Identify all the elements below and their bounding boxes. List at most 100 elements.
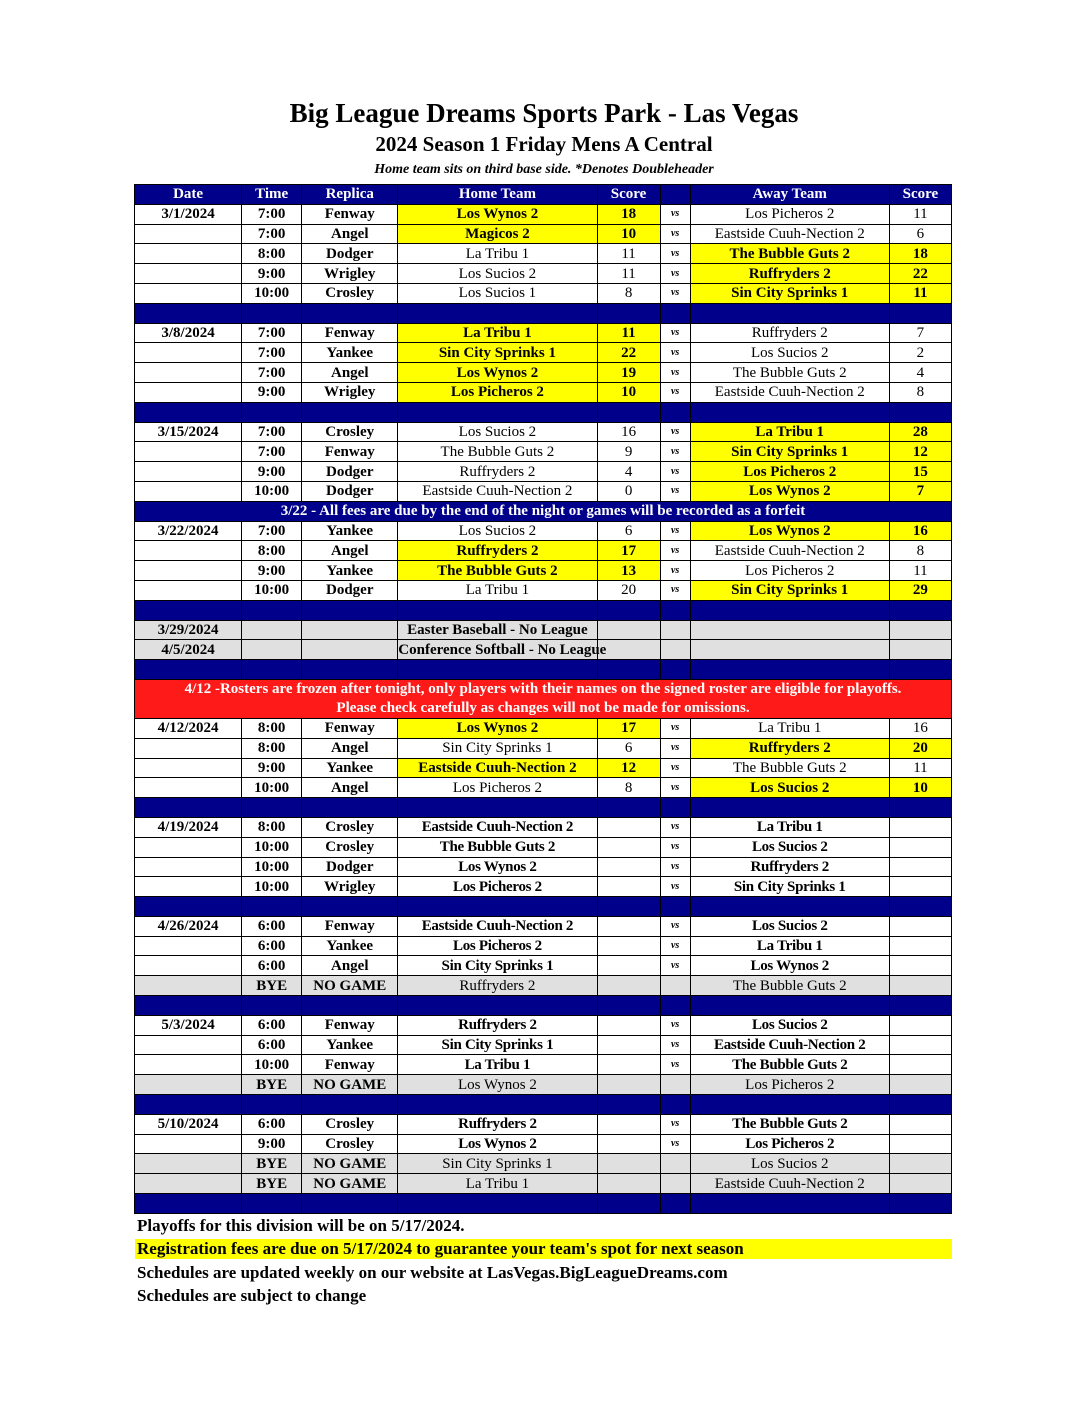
home-team-cell: The Bubble Guts 2 <box>397 441 598 463</box>
away-score-cell <box>888 1173 953 1195</box>
separator-cell <box>659 1094 691 1115</box>
replica-cell: NO GAME <box>301 1153 399 1175</box>
vs-label: vs <box>659 757 691 779</box>
footer-website: Schedules are updated weekly on our webs… <box>137 1263 728 1282</box>
time-cell: 6:00 <box>241 1113 303 1135</box>
home-score-cell <box>596 836 661 858</box>
away-score-cell: 7 <box>888 322 953 344</box>
date-cell: 3/1/2024 <box>133 203 243 225</box>
week-separator <box>133 995 953 1016</box>
home-score-cell <box>596 915 661 937</box>
date-cell <box>133 1133 243 1155</box>
date-cell: 4/12/2024 <box>133 717 243 739</box>
page-subtitle: 2024 Season 1 Friday Mens A Central <box>375 132 713 156</box>
time-cell: 7:00 <box>241 322 303 344</box>
home-team-cell: Eastside Cuuh-Nection 2 <box>397 480 598 502</box>
away-team-cell: Los Picheros 2 <box>689 1133 890 1155</box>
replica-cell: Fenway <box>301 1014 399 1036</box>
game-row: 4/19/2024 8:00 Crosley Eastside Cuuh-Nectio… <box>133 816 953 838</box>
home-team-cell: Eastside Cuuh-Nection 2 <box>397 757 598 779</box>
separator-cell <box>241 797 303 818</box>
footer-playoffs: Playoffs for this division will be on 5/… <box>137 1216 465 1235</box>
away-score-cell: 20 <box>888 737 953 759</box>
vs-label: vs <box>659 223 691 245</box>
footer-registration: Registration fees are due on 5/17/2024 t… <box>135 1239 952 1259</box>
home-team-cell: Los Wynos 2 <box>397 1133 598 1155</box>
separator-cell <box>596 1193 661 1214</box>
separator-cell <box>888 1094 953 1115</box>
home-score-cell <box>596 619 661 641</box>
home-team-cell: Sin City Sprinks 1 <box>397 737 598 759</box>
time-cell: 6:00 <box>241 935 303 957</box>
home-team-cell: Los Wynos 2 <box>397 717 598 739</box>
week-separator <box>133 896 953 917</box>
date-cell <box>133 1074 243 1096</box>
separator-cell <box>659 599 691 621</box>
time-cell: BYE <box>241 975 303 997</box>
vs-label: vs <box>659 560 691 581</box>
replica-cell: Dodger <box>301 461 399 482</box>
bye-home-team: Los Wynos 2 <box>397 1074 598 1096</box>
vs-label: vs <box>659 282 691 304</box>
away-team-cell: Los Sucios 2 <box>689 342 890 364</box>
time-cell: 6:00 <box>241 1034 303 1056</box>
vs-label: vs <box>659 381 691 403</box>
away-team-cell: The Bubble Guts 2 <box>689 362 890 383</box>
date-cell <box>133 1153 243 1175</box>
separator-cell <box>133 1193 243 1214</box>
time-cell: 7:00 <box>241 362 303 383</box>
away-score-cell: 8 <box>888 540 953 562</box>
bye-home-team: Ruffryders 2 <box>397 975 598 997</box>
away-team-cell: Eastside Cuuh-Nection 2 <box>689 540 890 562</box>
page-title: Big League Dreams Sports Park - Las Vega… <box>289 98 799 128</box>
home-score-cell: 11 <box>596 243 661 265</box>
vs-label: vs <box>659 263 691 284</box>
separator-cell <box>397 302 598 324</box>
home-team-cell: Ruffryders 2 <box>397 1014 598 1036</box>
home-team-cell: Magicos 2 <box>397 223 598 245</box>
time-cell: 9:00 <box>241 263 303 284</box>
separator-cell <box>689 302 890 324</box>
schedule-note: Home team sits on third base side. *Deno… <box>374 162 714 177</box>
home-score-cell: 10 <box>596 223 661 245</box>
vs-label: vs <box>659 717 691 739</box>
replica-cell: Yankee <box>301 342 399 364</box>
time-cell: BYE <box>241 1173 303 1195</box>
date-cell <box>133 540 243 562</box>
header-away-score: Score <box>888 184 953 205</box>
bye-away-team: Los Sucios 2 <box>689 1153 890 1175</box>
separator-cell <box>301 995 399 1016</box>
away-team-cell: Sin City Sprinks 1 <box>689 441 890 463</box>
replica-cell: Angel <box>301 737 399 759</box>
away-score-cell: 16 <box>888 717 953 739</box>
separator-cell <box>301 1094 399 1115</box>
home-team-cell: Ruffryders 2 <box>397 461 598 482</box>
week-separator <box>133 797 953 818</box>
date-cell: 4/19/2024 <box>133 816 243 838</box>
home-team-cell: Los Picheros 2 <box>397 876 598 898</box>
away-team-cell: The Bubble Guts 2 <box>689 243 890 265</box>
week-separator <box>133 302 953 324</box>
header-vs <box>659 184 691 205</box>
separator-cell <box>659 659 691 680</box>
separator-cell <box>888 302 953 324</box>
home-score-cell: 6 <box>596 520 661 542</box>
replica-cell: Yankee <box>301 560 399 581</box>
home-score-cell: 17 <box>596 540 661 562</box>
time-cell: 7:00 <box>241 421 303 443</box>
bye-home-team: La Tribu 1 <box>397 1173 598 1195</box>
vs-label: vs <box>659 737 691 759</box>
date-cell <box>133 737 243 759</box>
date-cell <box>133 836 243 858</box>
replica-cell <box>301 619 399 641</box>
vs-cell <box>659 639 691 661</box>
separator-cell <box>133 995 243 1016</box>
replica-cell: Yankee <box>301 935 399 957</box>
time-cell: 7:00 <box>241 342 303 364</box>
away-score-cell: 11 <box>888 560 953 581</box>
date-cell <box>133 777 243 799</box>
away-team-cell: The Bubble Guts 2 <box>689 1054 890 1076</box>
home-score-cell <box>596 856 661 878</box>
home-score-cell: 11 <box>596 322 661 344</box>
home-score-cell <box>596 935 661 957</box>
